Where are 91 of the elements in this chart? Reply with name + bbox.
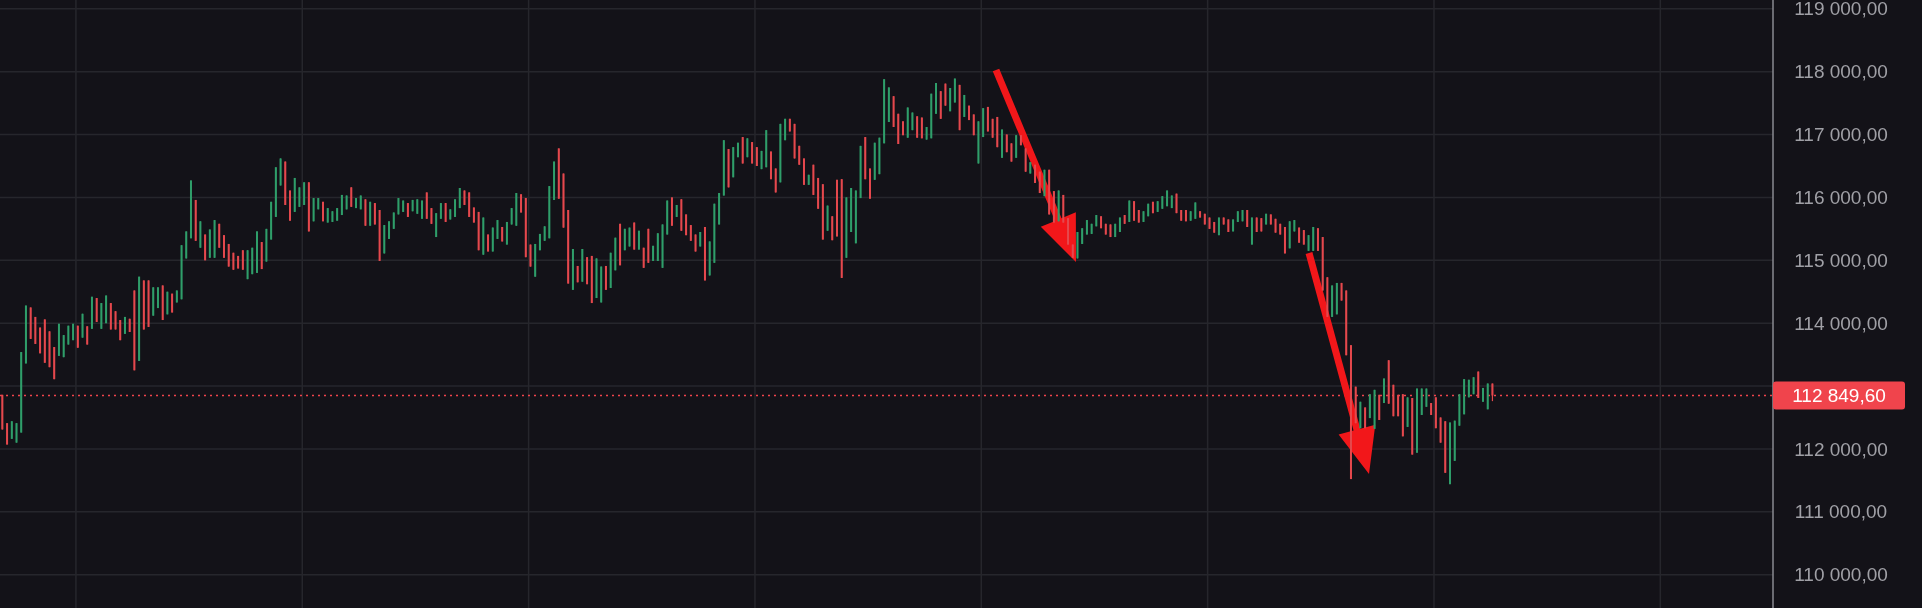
candlestick <box>944 83 947 107</box>
candlestick <box>241 249 244 271</box>
candlestick <box>289 189 291 222</box>
candlestick <box>1024 147 1027 173</box>
candlestick <box>520 193 523 214</box>
candlestick <box>1241 209 1244 222</box>
candlestick <box>1439 416 1442 444</box>
y-tick-label: 110 000,00 <box>1794 564 1888 586</box>
candlestick <box>303 181 306 206</box>
candlestick <box>826 205 829 232</box>
candlestick <box>1015 134 1018 159</box>
candlestick <box>48 330 51 368</box>
candlestick <box>180 244 183 300</box>
candlestick <box>312 197 315 222</box>
candlestick <box>1307 234 1310 252</box>
candlestick <box>793 123 796 160</box>
candlestick <box>1340 282 1343 302</box>
candlestick <box>397 197 400 215</box>
candlestick <box>902 120 904 136</box>
candlestick <box>331 210 334 223</box>
candlestick <box>189 179 192 239</box>
candlestick <box>878 137 881 175</box>
candlestick <box>859 145 862 199</box>
candlestick <box>1373 389 1376 430</box>
candlestick <box>595 257 598 299</box>
candlestick <box>1382 377 1385 404</box>
candlestick <box>496 219 499 240</box>
candlestick <box>350 186 353 208</box>
y-tick-label: 117 000,00 <box>1794 124 1888 146</box>
candlestick <box>835 179 838 238</box>
candlestick <box>279 157 282 187</box>
candlestick <box>15 422 18 444</box>
candlestick <box>1175 193 1178 214</box>
candlestick <box>1472 376 1475 395</box>
candlestick <box>694 233 697 253</box>
candlestick <box>1406 396 1409 428</box>
candlestick <box>755 146 758 167</box>
candlestick <box>463 189 466 206</box>
candlestick <box>364 198 367 227</box>
candlestick <box>1448 421 1451 485</box>
candlestick <box>222 234 225 259</box>
candlestick <box>727 148 730 188</box>
candlestick <box>255 230 258 274</box>
candlestick <box>661 223 664 269</box>
candlestick <box>265 228 268 263</box>
y-tick-label: 119 000,00 <box>1794 0 1888 20</box>
candlestick <box>1043 169 1046 197</box>
candlestick <box>977 120 980 165</box>
candlestick <box>345 194 348 210</box>
candlestick <box>81 313 84 339</box>
candlestick <box>968 105 971 121</box>
candlestick <box>1316 227 1319 252</box>
candlestick <box>1010 142 1013 163</box>
candlestick <box>322 201 325 222</box>
candlestick <box>869 167 871 200</box>
candlestick <box>213 219 216 259</box>
candlestick <box>1133 200 1136 222</box>
candlestick <box>892 95 895 128</box>
candlestick <box>529 243 532 268</box>
y-tick-label: 111 000,00 <box>1794 501 1888 523</box>
candlestick <box>760 150 763 170</box>
candlestick <box>147 279 150 328</box>
candlestick <box>1482 387 1484 403</box>
candlestick <box>935 82 938 115</box>
candlestick <box>86 325 89 346</box>
candlestick <box>562 172 565 229</box>
candlestick <box>430 207 433 225</box>
y-tick-label: 115 000,00 <box>1794 249 1888 271</box>
candlestick <box>355 197 358 209</box>
candlestick <box>1109 223 1112 238</box>
candlestick <box>444 202 447 223</box>
candlestick <box>1274 218 1277 234</box>
y-tick-label: 112 000,00 <box>1794 438 1888 460</box>
candlestick <box>628 227 631 248</box>
y-tick-label: 116 000,00 <box>1794 187 1888 209</box>
candlestick <box>911 111 914 131</box>
ref-line-label: 112 849,60 <box>1792 385 1886 407</box>
candlestick <box>1142 210 1145 223</box>
candlestick <box>114 310 117 331</box>
candlestick <box>1076 231 1079 260</box>
candlestick <box>802 157 805 186</box>
candlestick <box>298 186 301 208</box>
y-tick-label: 114 000,00 <box>1794 312 1888 334</box>
candlestick <box>1208 216 1211 230</box>
candlestick <box>246 249 249 280</box>
candlestick <box>388 220 391 240</box>
candlestick <box>1415 387 1418 454</box>
y-tick-label: 118 000,00 <box>1794 61 1888 83</box>
candlestick <box>916 115 919 139</box>
candlestick <box>95 297 98 323</box>
candlestick <box>6 422 9 446</box>
